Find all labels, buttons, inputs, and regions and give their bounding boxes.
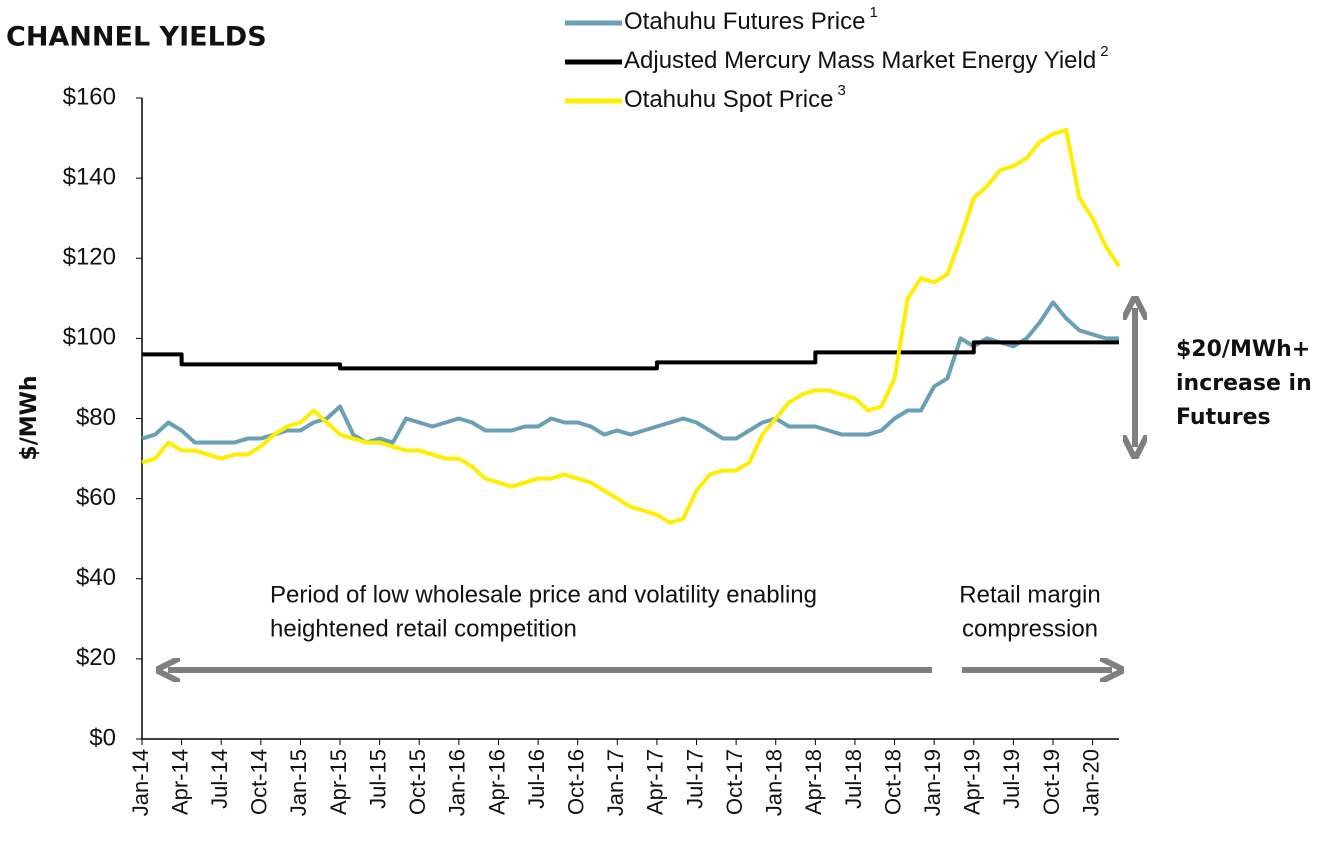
y-tick-label: $20 xyxy=(76,644,116,671)
x-tick-label: Jan-18 xyxy=(762,749,787,816)
legend-name: Otahuhu Futures Price xyxy=(624,8,865,35)
chart-title: CHANNEL YIELDS xyxy=(6,22,267,53)
legend-name: Otahuhu Spot Price xyxy=(624,86,833,113)
x-tick-label: Apr-14 xyxy=(167,749,192,815)
x-tick-label: Apr-15 xyxy=(326,749,351,815)
annotation: heightened retail competition xyxy=(270,615,577,642)
x-tick-label: Jul-16 xyxy=(524,749,549,809)
y-tick-label: $140 xyxy=(63,163,116,190)
y-tick-label: $60 xyxy=(76,484,116,511)
annotation: increase in xyxy=(1176,371,1312,396)
x-tick-label: Jan-14 xyxy=(128,749,153,816)
annotation: Period of low wholesale price and volati… xyxy=(270,581,817,608)
x-tick-label: Jan-19 xyxy=(920,749,945,816)
x-tick-label: Oct-14 xyxy=(247,749,272,815)
x-tick-label: Jul-15 xyxy=(365,749,390,809)
x-tick-label: Jan-20 xyxy=(1078,749,1103,816)
x-tick-label: Oct-19 xyxy=(1039,749,1064,815)
legend-label: Adjusted Mercury Mass Market Energy Yiel… xyxy=(624,43,1109,74)
x-tick-label: Jul-19 xyxy=(999,749,1024,809)
x-tick-label: Jan-17 xyxy=(603,749,628,816)
y-tick-label: $160 xyxy=(63,83,116,110)
annotation: Futures xyxy=(1176,405,1271,430)
annotation: $20/MWh+ xyxy=(1176,337,1310,362)
legend-footnote: 1 xyxy=(869,4,877,21)
x-tick-label: Jan-15 xyxy=(286,749,311,816)
x-tick-label: Jul-17 xyxy=(682,749,707,809)
legend-name: Adjusted Mercury Mass Market Energy Yiel… xyxy=(624,47,1096,74)
legend-footnote: 3 xyxy=(837,82,845,99)
series-line xyxy=(141,300,1119,445)
x-tick-label: Oct-17 xyxy=(722,749,747,815)
x-tick-label: Apr-18 xyxy=(801,749,826,815)
x-tick-label: Jul-18 xyxy=(841,749,866,809)
y-tick-label: $100 xyxy=(63,324,116,351)
legend-label: Otahuhu Futures Price 1 xyxy=(624,4,878,35)
x-tick-label: Jul-14 xyxy=(207,749,232,809)
y-tick-label: $80 xyxy=(76,404,116,431)
x-tick-label: Apr-16 xyxy=(484,749,509,815)
y-tick-label: $40 xyxy=(76,564,116,591)
y-axis-label: $/MWh xyxy=(17,375,42,460)
series-line xyxy=(141,128,1121,525)
legend-label: Otahuhu Spot Price 3 xyxy=(624,82,846,113)
x-tick-label: Apr-19 xyxy=(960,749,985,815)
y-tick-label: $0 xyxy=(89,724,116,751)
x-tick-label: Oct-16 xyxy=(564,749,589,815)
series-line xyxy=(142,340,1119,371)
legend-footnote: 2 xyxy=(1100,43,1108,60)
y-tick-label: $120 xyxy=(63,244,116,271)
annotation: compression xyxy=(962,615,1098,642)
annotation: Retail margin xyxy=(959,581,1100,608)
x-tick-label: Jan-16 xyxy=(445,749,470,816)
x-tick-label: Oct-15 xyxy=(405,749,430,815)
x-tick-label: Apr-17 xyxy=(643,749,668,815)
x-tick-label: Oct-18 xyxy=(880,749,905,815)
